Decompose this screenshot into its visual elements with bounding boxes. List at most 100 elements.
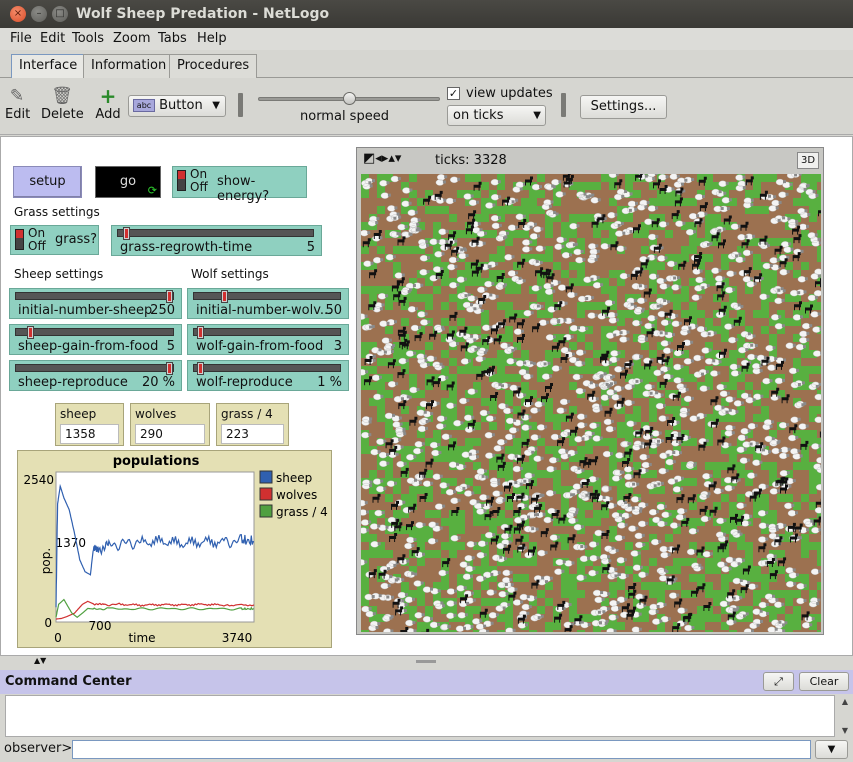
x-tick-label: 700 [89,619,112,633]
world-view-header: ◩◂▸▴▾ ticks: 3328 3D [357,148,823,172]
menu-zoom[interactable]: Zoom [113,31,151,46]
plot-area [55,471,255,623]
chevron-down-icon: ▼ [212,100,220,111]
edit-tool[interactable]: ✎ Edit [5,86,31,122]
menu-file[interactable]: File [10,31,32,46]
command-output[interactable]: ▲ ▼ [5,695,848,737]
toolbar: ✎ Edit 🗑 Delete + Add abc Button ▼ norma… [0,79,853,135]
widget-type-select[interactable]: abc Button ▼ [128,95,226,117]
series-line-grass [55,598,255,619]
slider-knob[interactable] [221,290,228,303]
observer-prompt: observer> [4,741,73,756]
clear-button[interactable]: Clear [799,672,849,691]
view-updates-checkbox[interactable]: ✓ [447,87,460,100]
menu-help[interactable]: Help [197,31,227,46]
menu-bar: File Edit Tools Zoom Tabs Help [0,28,853,50]
y-axis-label: pop. [39,548,53,574]
switch-lever-icon [15,229,24,250]
scroll-down-icon[interactable]: ▼ [841,726,848,735]
plus-icon: + [99,84,117,108]
expand-icon[interactable]: ⤢ [763,672,794,691]
command-input-row: observer> ▼ [0,738,853,762]
grass-regrowth-time-slider[interactable]: grass-regrowth-time 5 [111,225,322,256]
window-title: Wolf Sheep Predation - NetLogo [76,6,330,22]
show-energy-switch[interactable]: On Off show-energy? [172,166,307,204]
slider-knob[interactable] [27,326,35,339]
world-canvas [361,174,821,632]
wolf-reproduce-slider[interactable]: wolf-reproduce 1 % [187,360,349,391]
wolf-gain-from-food-slider[interactable]: wolf-gain-from-food 3 [187,324,349,355]
tab-procedures[interactable]: Procedures [169,54,258,78]
trash-icon: 🗑 [51,86,73,106]
menu-tabs[interactable]: Tabs [158,31,187,46]
scroll-up-icon[interactable]: ▲ [841,697,848,706]
drag-handle[interactable] [416,660,436,663]
x-axis-label: time [128,631,155,645]
sheep-monitor: sheep 1358 [55,403,124,446]
grass-monitor: grass / 4 223 [216,403,289,446]
populations-plot: populations 2540 1370 0 0 700 3740 time … [17,450,332,648]
chart-title: populations [113,454,200,469]
settings-button[interactable]: Settings... [580,95,667,119]
slider-knob[interactable] [122,227,130,240]
chevron-down-icon[interactable]: ▼ [815,740,848,759]
menu-edit[interactable]: Edit [40,31,66,46]
series-line-sheep [55,483,255,608]
close-window-button[interactable]: × [10,6,26,22]
legend-label: grass / 4 [276,505,328,519]
toolbar-separator [561,93,566,117]
wolf-settings-label: Wolf settings [191,267,269,281]
maximize-window-button[interactable]: □ [52,6,68,22]
command-center-header: Command Center ⤢ Clear [0,670,853,694]
grass-switch[interactable]: On Off grass? [10,225,99,255]
setup-button[interactable]: setup [13,166,82,198]
add-tool[interactable]: + Add [95,84,121,122]
collapse-arrows-icon[interactable]: ▲▼ [34,656,47,665]
speed-slider-knob[interactable] [343,92,356,105]
tab-information[interactable]: Information [83,54,175,78]
minimize-window-button[interactable]: – [31,6,47,22]
splitter[interactable]: ▲▼ [0,656,853,668]
initial-number-wolves-slider[interactable]: initial-number-wolv... 50 [187,288,349,319]
x-tick-label: 0 [54,631,62,645]
y-tick-label: 2540 [23,473,54,487]
wolves-monitor: wolves 290 [130,403,210,446]
switch-lever-icon [177,170,186,191]
command-input[interactable] [72,740,811,759]
ticks-counter: ticks: 3328 [435,153,507,168]
sheep-reproduce-slider[interactable]: sheep-reproduce 20 % [9,360,182,391]
chevron-down-icon: ▼ [533,110,541,121]
view-control-icons[interactable]: ◩◂▸▴▾ [363,151,402,166]
toolbar-separator [238,93,243,117]
initial-number-sheep-slider[interactable]: initial-number-sheep 250 [9,288,182,319]
command-center-title: Command Center [5,674,132,689]
button-widget-icon: abc [133,99,155,112]
view-updates-label: view updates [466,86,553,101]
pencil-icon: ✎ [9,86,25,106]
3d-view-button[interactable]: 3D [797,152,819,169]
tab-bar: Interface Information Procedures [0,50,853,78]
slider-knob[interactable] [166,362,173,375]
legend-swatch [259,504,273,518]
x-tick-label: 3740 [222,631,253,645]
tab-interface[interactable]: Interface [11,54,86,78]
sheep-gain-from-food-slider[interactable]: sheep-gain-from-food 5 [9,324,182,355]
speed-label: normal speed [300,109,389,124]
slider-knob[interactable] [197,362,205,375]
y-tick-label: 0 [44,616,52,630]
legend-swatch [259,470,273,484]
slider-knob[interactable] [166,290,173,303]
y-tick-label: 1370 [55,536,86,550]
legend-swatch [259,487,273,501]
update-mode-select[interactable]: on ticks ▼ [447,105,546,126]
delete-tool[interactable]: 🗑 Delete [41,86,84,122]
title-bar: × – □ Wolf Sheep Predation - NetLogo [0,0,853,28]
menu-tools[interactable]: Tools [72,31,105,46]
world-view[interactable]: ◩◂▸▴▾ ticks: 3328 3D [356,147,824,635]
go-button[interactable]: go ⟳ [95,166,161,198]
legend-label: wolves [276,488,317,502]
forever-icon: ⟳ [147,184,157,197]
sheep-settings-label: Sheep settings [14,267,104,281]
slider-knob[interactable] [197,326,205,339]
legend-label: sheep [276,471,312,485]
